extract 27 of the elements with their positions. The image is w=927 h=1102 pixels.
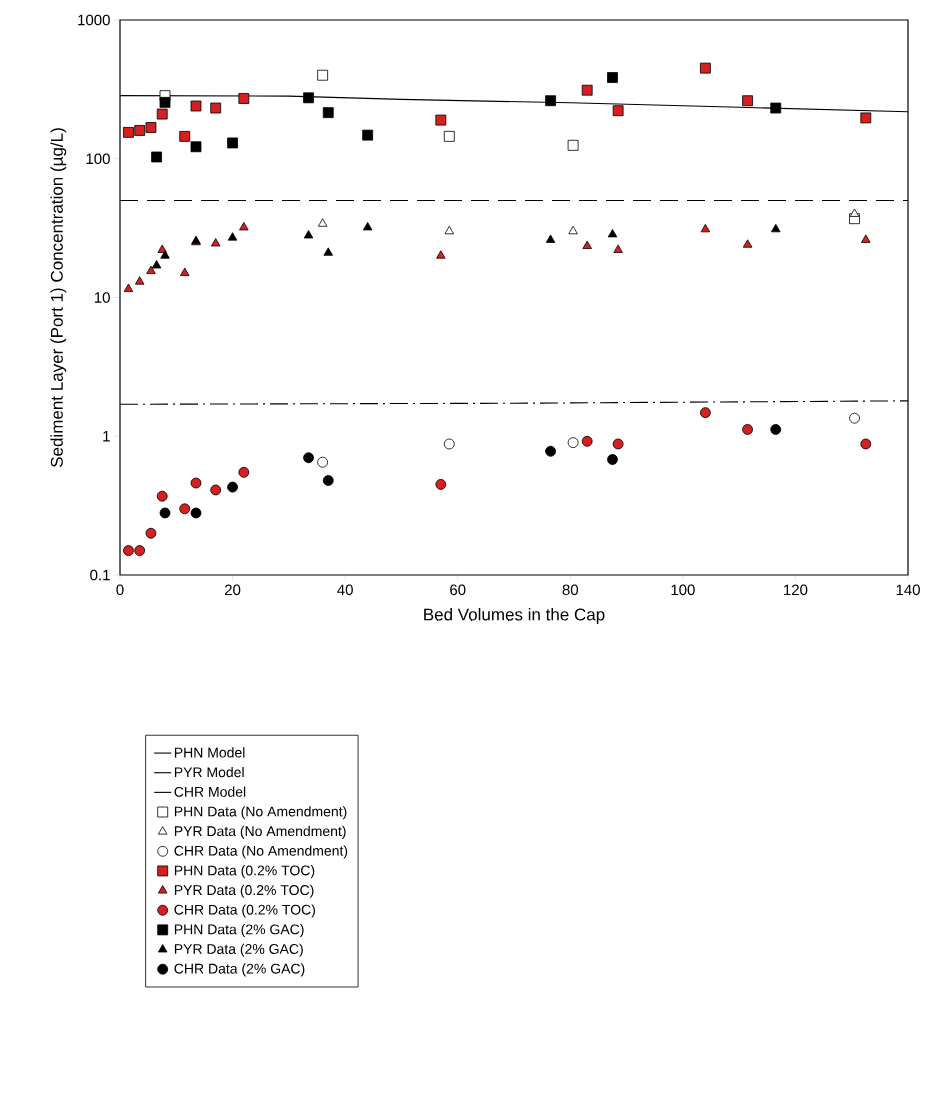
legend-label: CHR Data (No Amendment) [174,845,348,859]
y-tick-label: 1000 [78,14,110,26]
x-tick-label: 60 [450,584,466,596]
x-tick-label: 80 [562,584,579,596]
y-axis-title: Sediment Layer (Port 1) Concentration (µg/L) [50,128,67,467]
legend-label: PHN Data (2% GAC) [174,924,304,938]
x-axis-title: Bed Volumes in the Cap [424,608,605,624]
y-tick-label: 10 [94,292,110,303]
legend-label: PYR Model [174,766,244,778]
x-tick-label: 40 [337,584,353,596]
x-tick-label: 120 [784,584,808,596]
legend-label: PYR Data (2% GAC) [174,943,303,957]
x-tick-label: 0 [116,584,124,596]
legend-label: CHR Data (2% GAC) [174,963,305,977]
x-tick-label: 140 [896,584,920,596]
y-tick-label: 100 [86,153,110,165]
legend-label: PHN Data (0.2% TOC) [174,865,315,879]
x-tick-label: 100 [671,584,695,596]
legend-label: PHN Model [174,747,245,758]
legend-label: PHN Data (No Amendment) [174,806,347,820]
legend-label: CHR Model [174,786,246,797]
x-tick-label: 20 [224,584,241,596]
y-tick-label: 0.1 [90,569,110,581]
legend-label: CHR Data (0.2% TOC) [174,904,316,918]
legend-label: PYR Data (No Amendment) [174,825,346,839]
legend-label: PYR Data (0.2% TOC) [174,884,314,898]
y-tick-label: 1 [103,431,110,442]
